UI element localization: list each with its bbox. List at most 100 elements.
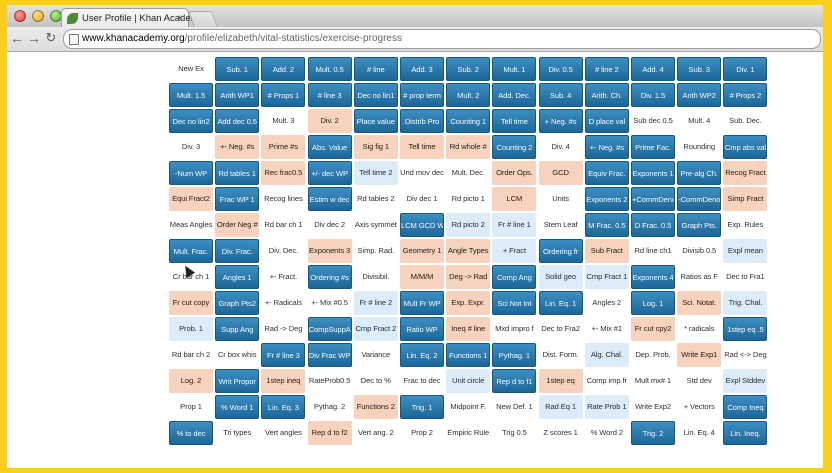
exercise-cell[interactable]: Sci. Notat. [677,291,722,315]
exercise-cell[interactable]: Ineq # line [446,317,491,341]
exercise-cell[interactable]: Tri types [215,421,260,445]
exercise-cell[interactable]: Alg. Chal. [584,343,629,367]
exercise-cell[interactable]: Div. 2 [307,109,352,133]
exercise-cell[interactable]: Trig 0.5 [492,421,537,445]
exercise-cell[interactable]: Std dev [677,369,722,393]
exercise-cell[interactable]: Div. Frac. [215,239,260,263]
exercise-cell[interactable]: Rd bar ch 1 [261,213,306,237]
exercise-cell[interactable]: Solid geo [538,265,583,289]
exercise-cell[interactable]: % to dec [169,421,213,445]
exercise-cell[interactable]: Dec to % [353,369,398,393]
exercise-cell[interactable]: Unit circle [446,369,491,393]
exercise-cell[interactable]: Fr # line 3 [261,343,306,367]
exercise-cell[interactable]: Lin. Eq. 4 [677,421,722,445]
exercise-cell[interactable]: Simp Fract [723,187,768,211]
exercise-cell[interactable]: Ratio WP [400,317,444,341]
exercise-cell[interactable]: Mult. 2 [446,83,491,107]
reload-icon[interactable]: ↻ [45,30,57,45]
exercise-cell[interactable]: Cmp Fract 1 [584,265,629,289]
exercise-cell[interactable]: Rd line ch1 [631,239,675,263]
exercise-cell[interactable]: D Frac. 0.5 [631,213,675,237]
exercise-cell[interactable]: -CommDeno [677,187,722,211]
exercise-cell[interactable]: Div. 1 [723,57,768,81]
exercise-cell[interactable]: Meas Angles [169,213,213,237]
exercise-cell[interactable]: Dec no lin2 [169,109,213,133]
exercise-cell[interactable]: Angle Types [446,239,491,263]
exercise-cell[interactable]: Simp. Rad. [353,239,398,263]
exercise-cell[interactable]: Rad -> Deg [261,317,306,341]
exercise-cell[interactable]: Tell time 2 [353,161,398,185]
exercise-cell[interactable]: M/M/M [400,265,444,289]
exercise-cell[interactable]: Lin. Eq. 1 [538,291,583,315]
exercise-cell[interactable]: Arith WP1 [215,83,260,107]
exercise-cell[interactable]: -Num WP [169,161,213,185]
exercise-cell[interactable]: +/- dec WP [307,161,352,185]
exercise-cell[interactable]: Lin. Eq. 2 [400,343,444,367]
exercise-cell[interactable]: Dep. Prob. [631,343,675,367]
exercise-cell[interactable]: Sci Not Int [492,291,537,315]
exercise-cell[interactable]: Dec to Fra1 [723,265,768,289]
exercise-cell[interactable]: Sub. 1 [215,57,260,81]
exercise-cell[interactable]: Rad <-> Deg [723,343,768,367]
exercise-cell[interactable]: Expl Stddev [723,369,768,393]
exercise-cell[interactable]: Rate Prob 1 [584,395,629,419]
exercise-cell[interactable]: M Frac. 0.5 [584,213,629,237]
exercise-cell[interactable]: Div dec 1 [400,187,444,211]
exercise-cell[interactable]: Sig fig 1 [353,135,398,159]
exercise-cell[interactable]: Ordering fr [538,239,583,263]
close-window-icon[interactable] [14,10,26,22]
exercise-cell[interactable]: Cr bar ch 1 [169,265,213,289]
exercise-cell[interactable]: # Props 2 [723,83,768,107]
exercise-cell[interactable]: CompSuppA [307,317,352,341]
exercise-cell[interactable]: Expl mean [723,239,768,263]
exercise-cell[interactable]: Add. 3 [400,57,444,81]
exercise-cell[interactable]: D place val [584,109,629,133]
exercise-cell[interactable]: +- Radicals [261,291,306,315]
exercise-cell[interactable]: Rad Eq 1 [538,395,583,419]
exercise-cell[interactable]: Ordering #s [307,265,352,289]
exercise-cell[interactable]: Mult. 1 [492,57,537,81]
exercise-cell[interactable]: Exp. Rules [723,213,768,237]
exercise-cell[interactable]: Dec no lin1 [353,83,398,107]
exercise-cell[interactable]: Sub. 3 [677,57,722,81]
exercise-cell[interactable]: Rd tables 2 [353,187,398,211]
exercise-cell[interactable]: + Vectors [677,395,722,419]
exercise-cell[interactable]: Add dec 0.5 [215,109,260,133]
exercise-cell[interactable]: Exponents 1 [631,161,675,185]
exercise-cell[interactable]: Mult Fr WP [400,291,444,315]
exercise-cell[interactable]: Frac to dec [400,369,444,393]
exercise-cell[interactable]: Trig. Chal. [723,291,768,315]
exercise-cell[interactable]: Z scores 1 [538,421,583,445]
exercise-cell[interactable]: Graph Pts. [677,213,722,237]
exercise-cell[interactable]: Div. 4 [538,135,583,159]
exercise-cell[interactable]: Rd bar ch 2 [169,343,213,367]
exercise-cell[interactable]: Divisibil. [353,265,398,289]
exercise-cell[interactable]: + Neg. #s [538,109,583,133]
exercise-cell[interactable]: Geometry 1 [400,239,444,263]
exercise-cell[interactable]: # prop term [400,83,444,107]
exercise-cell[interactable]: Midpoint F. [446,395,491,419]
exercise-cell[interactable]: Vert angles [261,421,306,445]
exercise-cell[interactable]: Sub Fract [584,239,629,263]
exercise-cell[interactable]: Pythag. 2 [307,395,352,419]
exercise-cell[interactable]: Abs. Value [307,135,352,159]
exercise-cell[interactable]: GCD [538,161,583,185]
exercise-cell[interactable]: 1step eq .5 [723,317,768,341]
exercise-cell[interactable]: Mult. 0.5 [307,57,352,81]
exercise-cell[interactable]: Div. Dec. [261,239,306,263]
exercise-cell[interactable]: Cmp Fract 2 [353,317,398,341]
exercise-cell[interactable]: Units [538,187,583,211]
exercise-cell[interactable]: Variance [353,343,398,367]
exercise-cell[interactable]: Fr cut cpy2 [631,317,675,341]
exercise-cell[interactable]: Div. 0.5 [538,57,583,81]
exercise-cell[interactable]: * radicals [677,317,722,341]
exercise-cell[interactable]: Div. 3 [169,135,213,159]
exercise-cell[interactable]: Prime Fac. [631,135,675,159]
exercise-cell[interactable]: Rec frac0.5 [261,161,306,185]
exercise-cell[interactable]: Pre-alg Ch. [677,161,722,185]
exercise-cell[interactable]: % Word 2 [584,421,629,445]
tab-user-profile[interactable]: User Profile | Khan Academy × [61,8,203,27]
exercise-cell[interactable]: Supp Ang [215,317,260,341]
exercise-cell[interactable]: Arith WP2 [677,83,722,107]
exercise-cell[interactable]: Place value [353,109,398,133]
